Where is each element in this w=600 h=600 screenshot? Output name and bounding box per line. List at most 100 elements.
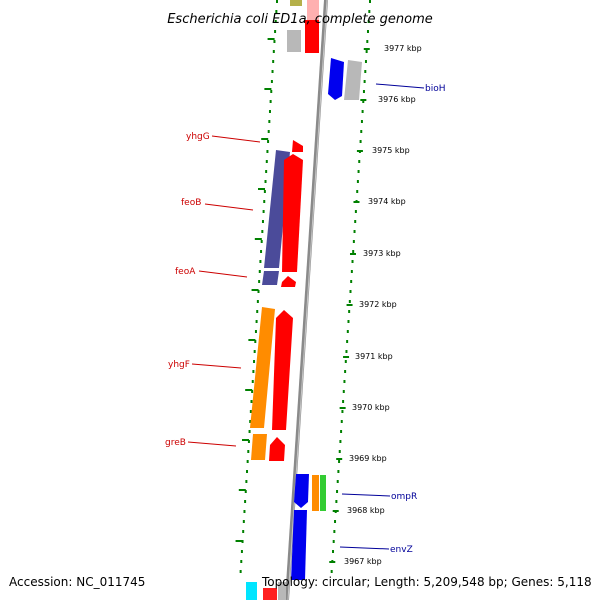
grid-dot	[264, 88, 272, 90]
dotted-boundaries	[235, 0, 371, 573]
grid-dot	[332, 510, 339, 512]
grid-dot	[240, 550, 243, 553]
grid-dot	[263, 190, 266, 193]
grid-dot	[344, 370, 347, 373]
gene-bioH-blue	[328, 58, 344, 100]
scale-label: 3977 kbp	[384, 44, 422, 53]
grid-dot	[332, 540, 335, 543]
grid-dot	[252, 370, 255, 373]
grid-dot	[247, 450, 250, 453]
grid-dot	[271, 70, 274, 73]
grid-dot	[255, 320, 258, 323]
grid-dot	[364, 60, 367, 63]
grid-dot	[362, 100, 365, 103]
grid-dot	[248, 430, 251, 433]
grid-dot	[364, 70, 367, 73]
grid-dot	[338, 460, 341, 463]
grid-dot	[257, 290, 260, 293]
grid-dot	[242, 530, 245, 533]
gene-envZ-arrow	[291, 510, 307, 580]
gene-ompR-green	[320, 475, 326, 511]
scale-label: 3972 kbp	[359, 300, 397, 309]
grid-dot	[343, 380, 346, 383]
grid-dot	[340, 420, 343, 423]
grid-dot	[261, 138, 269, 140]
grid-dot	[245, 389, 253, 391]
gene-feoB-track	[264, 150, 290, 268]
left-gene-labels: yhgG feoB feoA yhgF greB	[165, 132, 261, 448]
scale-label: 3974 kbp	[368, 197, 406, 206]
gene-label-feoB: feoB	[181, 198, 201, 208]
grid-dot	[363, 80, 366, 83]
grid-dot	[256, 300, 259, 303]
grid-dot	[358, 160, 361, 163]
grid-dot	[274, 20, 277, 23]
grid-dot	[247, 440, 250, 443]
grid-dot	[265, 170, 268, 173]
gene-label-ompR: ompR	[391, 492, 417, 502]
scale-label: 3967 kbp	[344, 557, 382, 566]
grid-dot	[353, 230, 356, 233]
grid-dot	[344, 360, 347, 363]
gene-label-bioH: bioH	[425, 84, 446, 94]
grid-dot	[349, 290, 352, 293]
grid-dot	[365, 50, 368, 53]
grid-dot	[261, 230, 264, 233]
grid-dot	[329, 561, 336, 563]
grid-dot	[266, 150, 269, 153]
grid-dot	[246, 460, 249, 463]
gene-ompR-orange	[312, 475, 319, 511]
accession-label: Accession: NC_011745	[9, 575, 145, 589]
grid-dot	[356, 150, 363, 152]
grid-dot	[337, 470, 340, 473]
grid-dot	[363, 48, 370, 50]
gene-feoA-track	[262, 271, 279, 285]
scale-label: 3971 kbp	[355, 352, 393, 361]
grid-dot	[251, 289, 259, 291]
topology-label: Topology: circular; Length: 5,209,548 bp…	[261, 575, 592, 589]
grid-dot	[346, 330, 349, 333]
grid-dot	[342, 390, 345, 393]
grid-dot	[250, 400, 253, 403]
grid-dot	[339, 440, 342, 443]
gene-label-envZ: envZ	[390, 545, 413, 555]
gene-label-greB: greB	[165, 438, 186, 448]
grid-dot	[238, 489, 246, 491]
grid-dot	[360, 120, 363, 123]
gene-feoA-arrow	[281, 276, 296, 287]
grid-dot	[367, 20, 370, 23]
gene-yhgF-arrow	[272, 310, 293, 430]
grid-dot	[249, 420, 252, 423]
grid-dot	[346, 304, 353, 306]
grid-dot	[348, 300, 351, 303]
grid-dot	[262, 210, 265, 213]
grid-dot	[354, 220, 357, 223]
grid-dot	[253, 350, 256, 353]
grid-dot	[338, 450, 341, 453]
grid-dot	[261, 220, 264, 223]
grid-dot	[267, 130, 270, 133]
gene-ompR-arrow	[294, 474, 309, 508]
grid-dot	[340, 430, 343, 433]
grid-dot	[260, 240, 263, 243]
grid-dot	[246, 470, 249, 473]
grid-dot	[336, 458, 343, 460]
grid-dot	[353, 201, 360, 203]
grid-dot	[356, 180, 359, 183]
grid-dot	[348, 310, 351, 313]
grid-dot	[240, 560, 243, 563]
grid-dot	[269, 100, 272, 103]
right-gene-labels: bioH ompR envZ	[339, 83, 446, 555]
grid-dot	[341, 410, 344, 413]
grid-dot	[368, 10, 371, 13]
scale-label: 3973 kbp	[363, 249, 401, 258]
grid-dot	[335, 500, 338, 503]
grid-dot	[361, 110, 364, 113]
gene-label-feoA: feoA	[175, 267, 196, 277]
scale-label: 3970 kbp	[352, 403, 390, 412]
grid-dot	[249, 410, 252, 413]
gene-label-yhgF: yhgF	[168, 360, 190, 370]
grid-dot	[333, 530, 336, 533]
gene-top-olive	[290, 0, 302, 6]
